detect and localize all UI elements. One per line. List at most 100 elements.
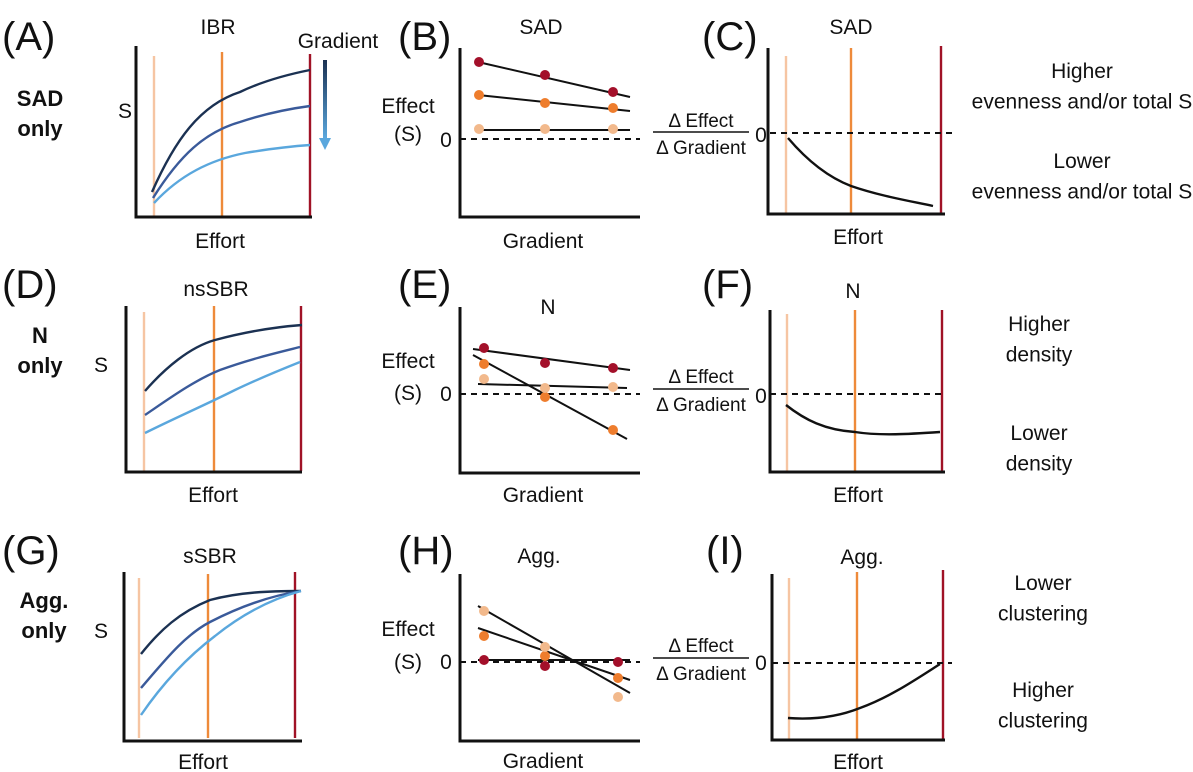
panel-title: N	[540, 296, 555, 319]
point-low-effort	[613, 692, 623, 702]
point-mid-effort	[479, 631, 489, 641]
point-mid-effort	[613, 673, 623, 683]
slope-curve	[787, 662, 941, 720]
zero-label: 0	[440, 129, 452, 152]
row-agg: (G) Agg. only sSBR S Effort (H) Agg. Eff…	[2, 529, 1088, 772]
zero-label: 0	[755, 652, 767, 675]
y-axis-label: S	[118, 100, 132, 123]
panel-a-ibr: IBR S Effort Gradient	[118, 16, 378, 253]
point-high-effort	[540, 661, 550, 671]
interpretation-n: Higher density Lower density	[1006, 313, 1073, 475]
y-axis-label: S	[94, 620, 108, 643]
fit-line-low-effort	[477, 605, 631, 694]
rarefaction-curve-dark	[150, 68, 311, 193]
panel-e-n-effect: N Effect (S) 0 Gradient	[381, 296, 640, 507]
point-mid-effort	[540, 651, 550, 661]
point-mid-effort	[608, 103, 618, 113]
row-label-line2: only	[17, 116, 63, 141]
y-axis-label: S	[94, 354, 108, 377]
fit-line-low-effort	[477, 383, 628, 389]
row-n: (D) N only nsSBR S Effort (E) N Effect (…	[2, 263, 1073, 507]
point-mid-effort	[540, 392, 550, 402]
interpretation-agg: Lower clustering Higher clustering	[998, 572, 1088, 732]
gradient-arrow-head	[319, 138, 331, 150]
axes	[124, 306, 302, 474]
interp-top: Higher evenness and/or total S	[972, 60, 1193, 113]
panel-letter-f: (F)	[702, 263, 753, 307]
y-axis-label-line1: Effect	[381, 350, 434, 373]
axes	[458, 574, 640, 743]
point-low-effort	[540, 642, 550, 652]
rarefaction-curve-light	[153, 143, 311, 204]
panel-d-nssbr: nsSBR S Effort	[94, 278, 303, 507]
fit-line-mid-effort	[477, 94, 631, 112]
rarefaction-curve-light	[144, 360, 301, 435]
x-axis-label: Effort	[178, 751, 228, 772]
rarefaction-curve-dark	[140, 589, 302, 655]
point-mid-effort	[540, 98, 550, 108]
panel-title: SAD	[829, 16, 872, 39]
point-mid-effort	[608, 425, 618, 435]
ratio-denominator: Δ Gradient	[656, 138, 747, 159]
y-axis-label-line2: (S)	[394, 123, 422, 146]
point-mid-effort	[474, 90, 484, 100]
point-low-effort	[608, 382, 618, 392]
axes	[768, 310, 945, 474]
point-low-effort	[540, 124, 550, 134]
x-axis-label: Gradient	[503, 484, 584, 507]
panel-letter-i: (I)	[706, 529, 744, 573]
rarefaction-curve-dark	[144, 323, 303, 392]
point-high-effort	[479, 655, 489, 665]
point-low-effort	[479, 374, 489, 384]
panel-letter-a: (A)	[2, 15, 55, 59]
x-axis-label: Gradient	[503, 750, 584, 772]
panel-f-n-slope: N 0 Effort	[755, 280, 945, 507]
axes	[766, 48, 945, 216]
axes	[122, 572, 302, 743]
row-label-line1: N	[32, 323, 48, 348]
ratio-denominator: Δ Gradient	[656, 664, 747, 685]
panel-c-sad-slope: SAD 0 Effort	[755, 16, 955, 249]
point-high-effort	[540, 70, 550, 80]
point-low-effort	[474, 124, 484, 134]
point-high-effort	[608, 87, 618, 97]
panel-i-agg-slope: Agg. 0 Effort	[755, 546, 952, 772]
point-high-effort	[608, 363, 618, 373]
x-axis-label: Effort	[833, 226, 883, 249]
panel-letter-c: (C)	[702, 15, 758, 59]
y-axis-label-line1: Effect	[381, 618, 434, 641]
interp-top: Higher density	[1006, 313, 1073, 366]
panel-title: nsSBR	[183, 278, 248, 301]
ratio-denominator: Δ Gradient	[656, 395, 747, 416]
zero-label: 0	[440, 651, 452, 674]
x-axis-label: Effort	[195, 230, 245, 253]
panel-title: Agg.	[840, 546, 883, 569]
x-axis-label: Effort	[188, 484, 238, 507]
x-axis-label: Effort	[833, 751, 883, 772]
ratio-delta-effect-over-gradient: Δ Effect Δ Gradient	[653, 111, 749, 159]
zero-label: 0	[755, 124, 767, 147]
ratio-delta-effect-over-gradient: Δ Effect Δ Gradient	[653, 367, 749, 416]
slope-curve	[785, 404, 941, 436]
fit-line-mid-effort	[477, 627, 631, 681]
y-axis-label-line2: (S)	[394, 382, 422, 405]
panel-b-sad-effect: SAD Effect (S) 0 Gradient	[381, 16, 640, 253]
rarefaction-curve-mid	[151, 104, 311, 199]
ratio-numerator: Δ Effect	[668, 367, 734, 388]
point-low-effort	[608, 124, 618, 134]
point-mid-effort	[479, 359, 489, 369]
zero-label: 0	[440, 383, 452, 406]
rarefaction-curve-mid	[140, 589, 302, 689]
zero-label: 0	[755, 385, 767, 408]
rarefaction-curve-mid	[144, 345, 301, 416]
row-label-line1: Agg.	[20, 588, 69, 613]
gradient-arrow-shaft	[323, 60, 327, 138]
panel-letter-d: (D)	[2, 263, 58, 307]
row-label-line2: only	[17, 353, 63, 378]
ratio-numerator: Δ Effect	[668, 636, 734, 657]
panel-title: Agg.	[517, 545, 560, 568]
panel-title: N	[845, 280, 860, 303]
interpretation-sad: Higher evenness and/or total S Lower evenn…	[972, 60, 1193, 203]
axes	[770, 574, 945, 742]
interp-bottom: Lower evenness and/or total S	[972, 150, 1193, 203]
